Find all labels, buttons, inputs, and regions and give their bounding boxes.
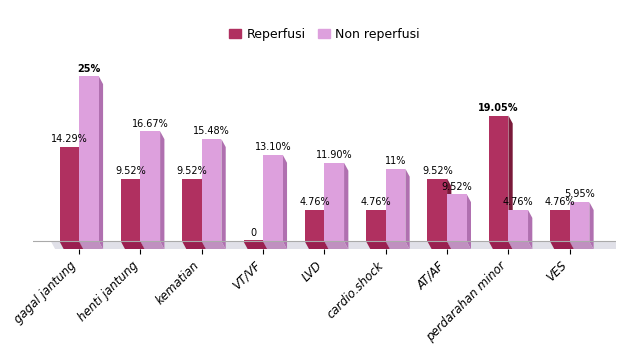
Polygon shape: [405, 169, 410, 250]
Polygon shape: [182, 242, 206, 250]
Bar: [508, 210, 528, 242]
Polygon shape: [141, 242, 164, 250]
Polygon shape: [305, 242, 329, 250]
Text: 14.29%: 14.29%: [51, 134, 88, 144]
Polygon shape: [202, 242, 226, 250]
Polygon shape: [508, 116, 513, 250]
Polygon shape: [508, 242, 533, 250]
Polygon shape: [344, 163, 348, 250]
Polygon shape: [324, 210, 329, 250]
Polygon shape: [324, 242, 348, 250]
Bar: [447, 194, 467, 242]
Bar: [202, 139, 221, 242]
Bar: [60, 147, 79, 242]
Text: 4.76%: 4.76%: [503, 197, 534, 207]
Polygon shape: [447, 242, 471, 250]
Bar: [263, 155, 283, 242]
Text: 0: 0: [250, 228, 257, 238]
Text: 4.76%: 4.76%: [361, 197, 391, 207]
Polygon shape: [570, 210, 574, 250]
Bar: [121, 179, 141, 242]
Text: 9.52%: 9.52%: [115, 166, 146, 176]
Polygon shape: [467, 194, 471, 250]
Bar: [366, 210, 386, 242]
Text: 11.90%: 11.90%: [316, 150, 353, 160]
Bar: [305, 210, 324, 242]
Legend: Reperfusi, Non reperfusi: Reperfusi, Non reperfusi: [224, 23, 425, 46]
Polygon shape: [489, 242, 513, 250]
Polygon shape: [244, 242, 267, 250]
Polygon shape: [121, 242, 145, 250]
Text: 4.76%: 4.76%: [299, 197, 330, 207]
Bar: [386, 169, 405, 242]
Text: 9.52%: 9.52%: [177, 166, 207, 176]
Text: 4.76%: 4.76%: [544, 197, 575, 207]
Polygon shape: [60, 242, 84, 250]
Polygon shape: [221, 139, 226, 250]
Polygon shape: [447, 179, 451, 250]
Bar: [324, 163, 344, 242]
Text: 19.05%: 19.05%: [479, 103, 519, 113]
Polygon shape: [160, 131, 164, 250]
Bar: [570, 202, 590, 242]
Bar: [79, 76, 99, 242]
Polygon shape: [99, 76, 103, 250]
Text: 25%: 25%: [78, 64, 100, 73]
Text: 5.95%: 5.95%: [564, 189, 595, 199]
Polygon shape: [590, 202, 593, 250]
Text: 11%: 11%: [385, 156, 406, 166]
Text: 9.52%: 9.52%: [422, 166, 453, 176]
Polygon shape: [202, 179, 206, 250]
Polygon shape: [79, 242, 103, 250]
Polygon shape: [51, 242, 620, 250]
Polygon shape: [386, 210, 390, 250]
Bar: [550, 210, 570, 242]
Text: 13.10%: 13.10%: [255, 142, 291, 152]
Text: 16.67%: 16.67%: [132, 119, 169, 129]
Bar: [489, 116, 508, 242]
Polygon shape: [283, 155, 287, 250]
Text: 15.48%: 15.48%: [193, 126, 230, 136]
Bar: [182, 179, 202, 242]
Polygon shape: [263, 242, 287, 250]
Polygon shape: [386, 242, 410, 250]
Bar: [427, 179, 447, 242]
Polygon shape: [263, 240, 267, 250]
Bar: [141, 131, 160, 242]
Polygon shape: [366, 242, 390, 250]
Polygon shape: [550, 242, 574, 250]
Polygon shape: [570, 242, 593, 250]
Polygon shape: [427, 242, 451, 250]
Polygon shape: [141, 179, 145, 250]
Text: 9.52%: 9.52%: [441, 182, 472, 192]
Bar: [244, 240, 263, 242]
Polygon shape: [528, 210, 533, 250]
Polygon shape: [79, 147, 84, 250]
